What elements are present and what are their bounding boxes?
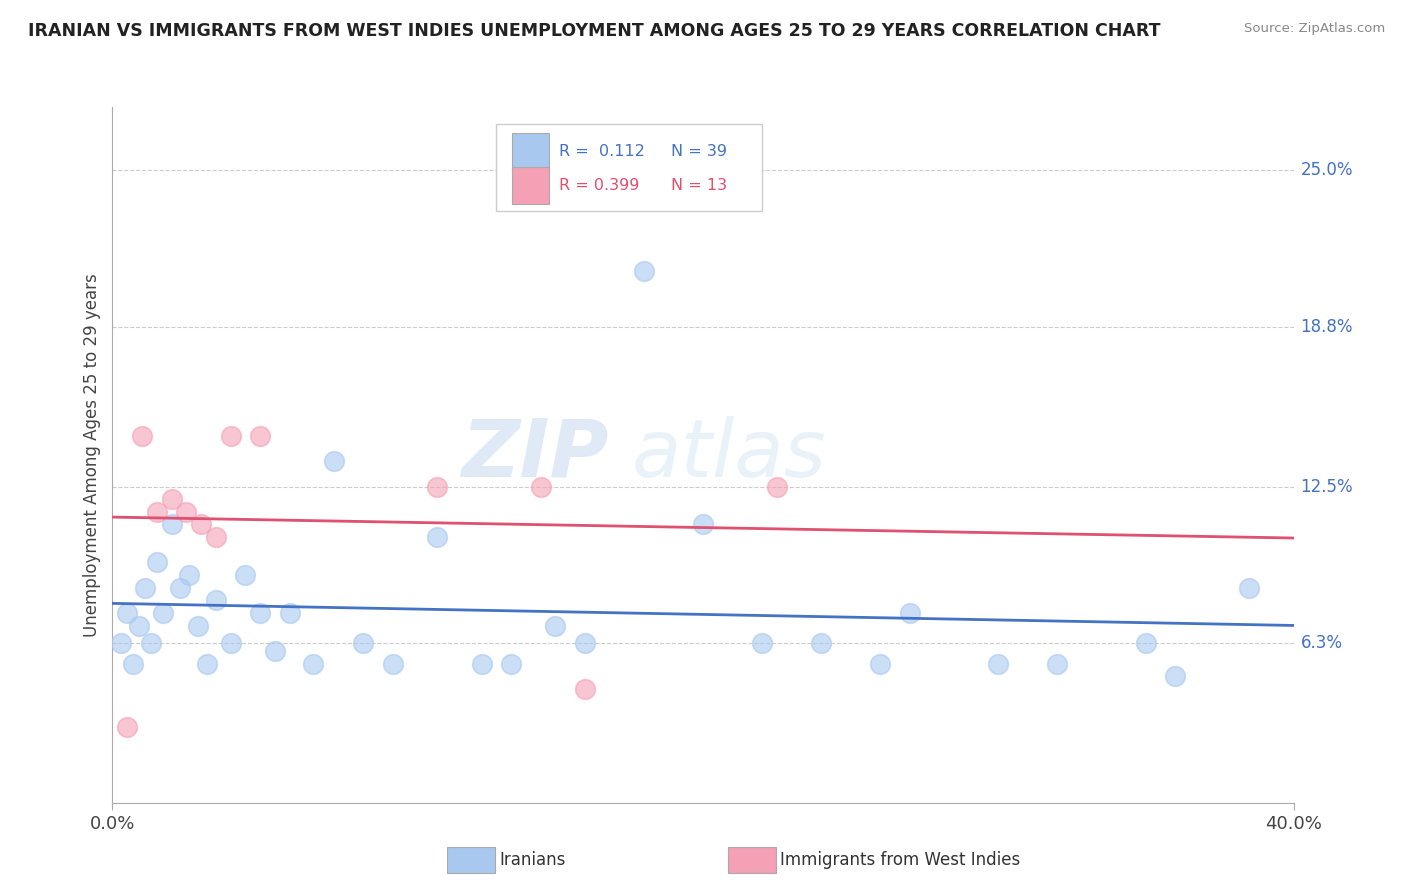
Point [574,636,596,650]
Text: 18.8%: 18.8% [1301,318,1353,336]
Text: N = 39: N = 39 [671,145,727,160]
Point [205,530,228,544]
Point [169,581,191,595]
FancyBboxPatch shape [512,133,550,170]
Text: R =  0.112: R = 0.112 [560,145,645,160]
FancyBboxPatch shape [496,124,762,211]
Point [751,636,773,650]
Point [160,492,183,507]
Point [1046,657,1069,671]
FancyBboxPatch shape [512,167,550,204]
Point [544,618,567,632]
Point [249,429,271,443]
Point [219,636,242,650]
Point [382,657,405,671]
Point [249,606,271,620]
Point [574,681,596,696]
Text: Iranians: Iranians [499,851,565,869]
Text: N = 13: N = 13 [671,178,727,193]
Point [219,429,242,443]
Point [205,593,228,607]
Point [110,636,132,650]
Point [810,636,832,650]
Point [869,657,891,671]
Point [352,636,374,650]
Point [160,517,183,532]
Text: ZIP: ZIP [461,416,609,494]
Y-axis label: Unemployment Among Ages 25 to 29 years: Unemployment Among Ages 25 to 29 years [83,273,101,637]
Point [278,606,301,620]
Point [633,264,655,278]
Point [128,618,150,632]
Point [174,505,197,519]
Point [426,530,449,544]
Text: R = 0.399: R = 0.399 [560,178,640,193]
Point [117,720,138,734]
Point [766,479,789,493]
Text: 6.3%: 6.3% [1301,634,1343,652]
Text: atlas: atlas [633,416,827,494]
Point [117,606,138,620]
Text: Immigrants from West Indies: Immigrants from West Indies [780,851,1021,869]
Text: 12.5%: 12.5% [1301,477,1353,496]
Point [190,517,212,532]
Point [179,568,201,582]
Point [323,454,346,468]
Point [134,581,156,595]
Point [187,618,209,632]
Text: Source: ZipAtlas.com: Source: ZipAtlas.com [1244,22,1385,36]
Point [152,606,174,620]
Point [131,429,153,443]
Point [122,657,145,671]
Text: IRANIAN VS IMMIGRANTS FROM WEST INDIES UNEMPLOYMENT AMONG AGES 25 TO 29 YEARS CO: IRANIAN VS IMMIGRANTS FROM WEST INDIES U… [28,22,1160,40]
Point [426,479,449,493]
Point [1239,581,1261,595]
Point [529,479,551,493]
Point [1164,669,1187,683]
Point [898,606,921,620]
Point [302,657,325,671]
Point [264,644,287,658]
Point [692,517,714,532]
Point [987,657,1010,671]
Point [146,505,169,519]
Point [501,657,523,671]
Point [146,556,169,570]
Point [195,657,218,671]
Text: 25.0%: 25.0% [1301,161,1353,179]
Point [1135,636,1157,650]
Point [139,636,162,650]
Point [470,657,494,671]
Point [233,568,256,582]
